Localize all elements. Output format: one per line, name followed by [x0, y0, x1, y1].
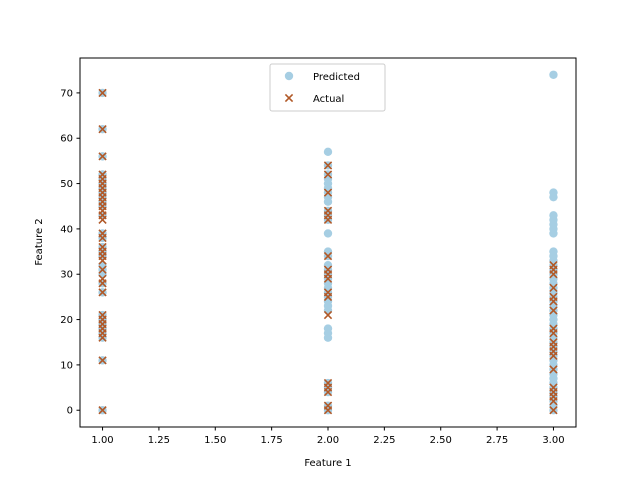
y-tick-label: 40: [60, 224, 73, 235]
y-tick-label: 50: [60, 179, 73, 190]
actual-point: [549, 261, 558, 270]
x-tick-label: 1.75: [261, 435, 283, 446]
actual-point: [323, 206, 333, 215]
y-tick-label: 10: [60, 360, 73, 371]
legend-box: [269, 63, 386, 112]
legend-actual-x: [284, 93, 294, 103]
actual-point: [549, 338, 558, 347]
predicted-point: [323, 247, 333, 256]
predicted-point: [549, 188, 558, 197]
actual-point: [323, 378, 333, 388]
y-tick-label: 70: [60, 88, 73, 99]
actual-point: [98, 125, 107, 134]
legend-actual-label: Actual: [313, 94, 344, 105]
actual-point: [98, 88, 107, 98]
x-tick-label: 2.25: [373, 435, 395, 446]
actual-point: [549, 292, 558, 302]
actual-point: [323, 288, 333, 297]
actual-point: [323, 310, 333, 320]
legend-predicted-marker: [284, 71, 294, 81]
x-tick-label: 1.50: [204, 435, 226, 446]
actual-point: [98, 229, 107, 238]
actual-point: [549, 283, 558, 292]
actual-point: [549, 365, 558, 374]
x-axis-label: Feature 1: [304, 458, 351, 469]
predicted-point: [323, 324, 333, 333]
predicted-point: [549, 247, 558, 256]
x-axis: 1.00 1.25 1.50 1.75 2.00 2.25 2.50 2.75 3.00: [91, 427, 565, 446]
x-tick-label: 2.75: [486, 435, 508, 446]
actual-point: [323, 170, 333, 179]
x-tick-label: 1.00: [91, 435, 113, 446]
x-tick-label: 1.25: [148, 435, 170, 446]
actual-point: [98, 288, 107, 297]
actual-point: [323, 188, 333, 197]
actual-point: [98, 310, 107, 320]
x-tick-label: 2.00: [317, 435, 339, 446]
actual-point: [98, 406, 107, 415]
legend: Predicted Actual: [269, 63, 386, 112]
x-tick-label: 2.50: [430, 435, 452, 446]
actual-point: [323, 161, 333, 170]
actual-point: [323, 401, 333, 410]
actual-point: [98, 242, 107, 252]
actual-point: [98, 152, 107, 161]
actual-point: [98, 274, 107, 283]
actual-point: [323, 251, 333, 261]
predicted-point: [549, 70, 558, 79]
y-axis: 0 10 20 30 40 50 60 70: [60, 88, 80, 417]
y-tick-label: 0: [67, 406, 73, 417]
actual-point: [98, 265, 107, 274]
predicted-point: [98, 260, 107, 270]
actual-point: [98, 170, 107, 179]
y-tick-label: 60: [60, 134, 73, 145]
predicted-point: [323, 260, 333, 270]
predicted-point: [549, 211, 558, 220]
marks-layer: [98, 70, 558, 415]
legend-predicted-label: Predicted: [313, 72, 360, 83]
y-tick-label: 30: [60, 270, 73, 281]
actual-point: [549, 324, 558, 333]
y-axis-label: Feature 2: [34, 218, 45, 265]
actual-point: [549, 406, 558, 415]
predicted-point: [323, 147, 333, 157]
actual-point: [98, 356, 107, 365]
actual-point: [549, 383, 558, 392]
actual-point: [323, 265, 333, 274]
x-tick-label: 3.00: [542, 435, 564, 446]
y-tick-label: 20: [60, 315, 73, 326]
actual-point: [549, 306, 558, 315]
legend-actual-marker: [284, 93, 294, 103]
predicted-point: [323, 229, 333, 238]
